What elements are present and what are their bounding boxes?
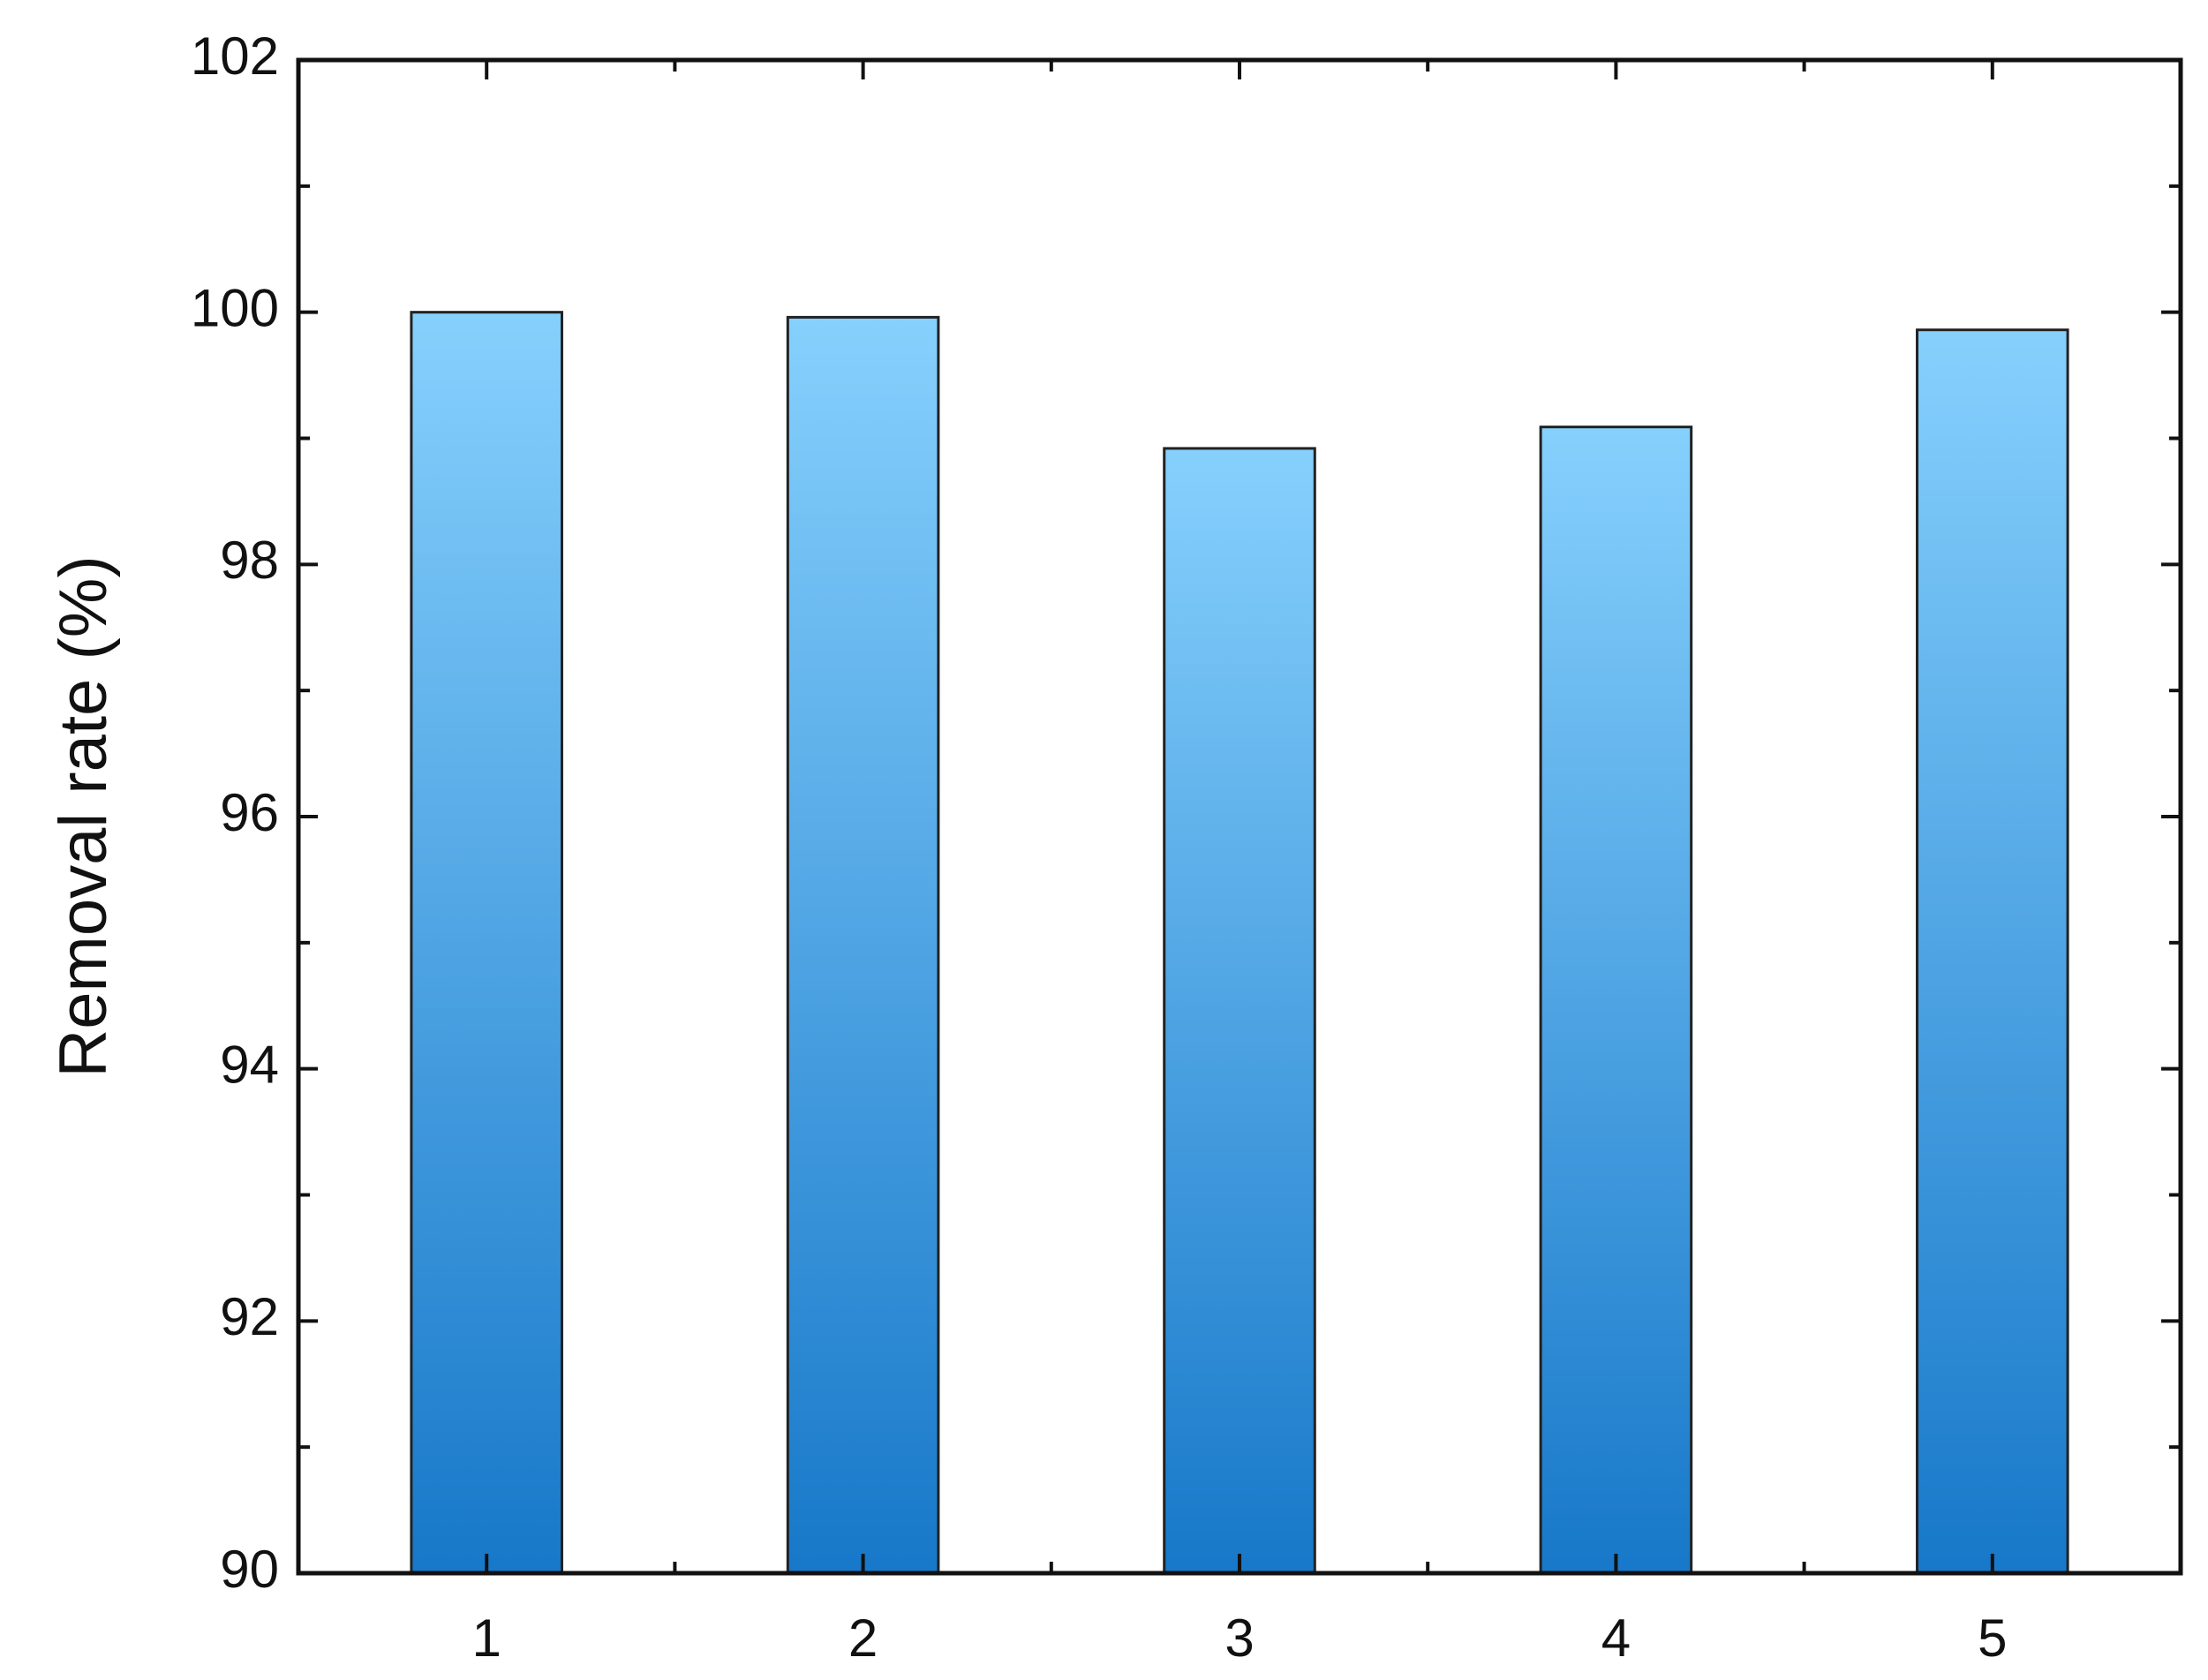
- bar: [786, 315, 940, 1575]
- y-tick-label: 96: [220, 783, 279, 842]
- y-tick-label: 90: [220, 1540, 279, 1599]
- y-tick-label: 92: [220, 1287, 279, 1346]
- x-tick-label: 3: [1225, 1608, 1254, 1668]
- x-tick-label: 2: [848, 1608, 878, 1668]
- y-tick-label: 100: [191, 279, 279, 338]
- bar: [1916, 328, 2069, 1575]
- x-tick-label: 4: [1601, 1608, 1631, 1668]
- y-tick-label: 98: [220, 531, 279, 590]
- bar: [410, 311, 563, 1575]
- plot-frame: [296, 57, 2183, 1576]
- bar: [1163, 447, 1316, 1575]
- y-tick-label: 102: [191, 26, 279, 86]
- bar: [1539, 426, 1693, 1575]
- y-tick-label: 94: [220, 1036, 279, 1095]
- x-tick-label: 5: [1978, 1608, 2007, 1668]
- x-tick-label: 1: [472, 1608, 501, 1668]
- y-axis-label: Removal rate (%): [46, 555, 121, 1077]
